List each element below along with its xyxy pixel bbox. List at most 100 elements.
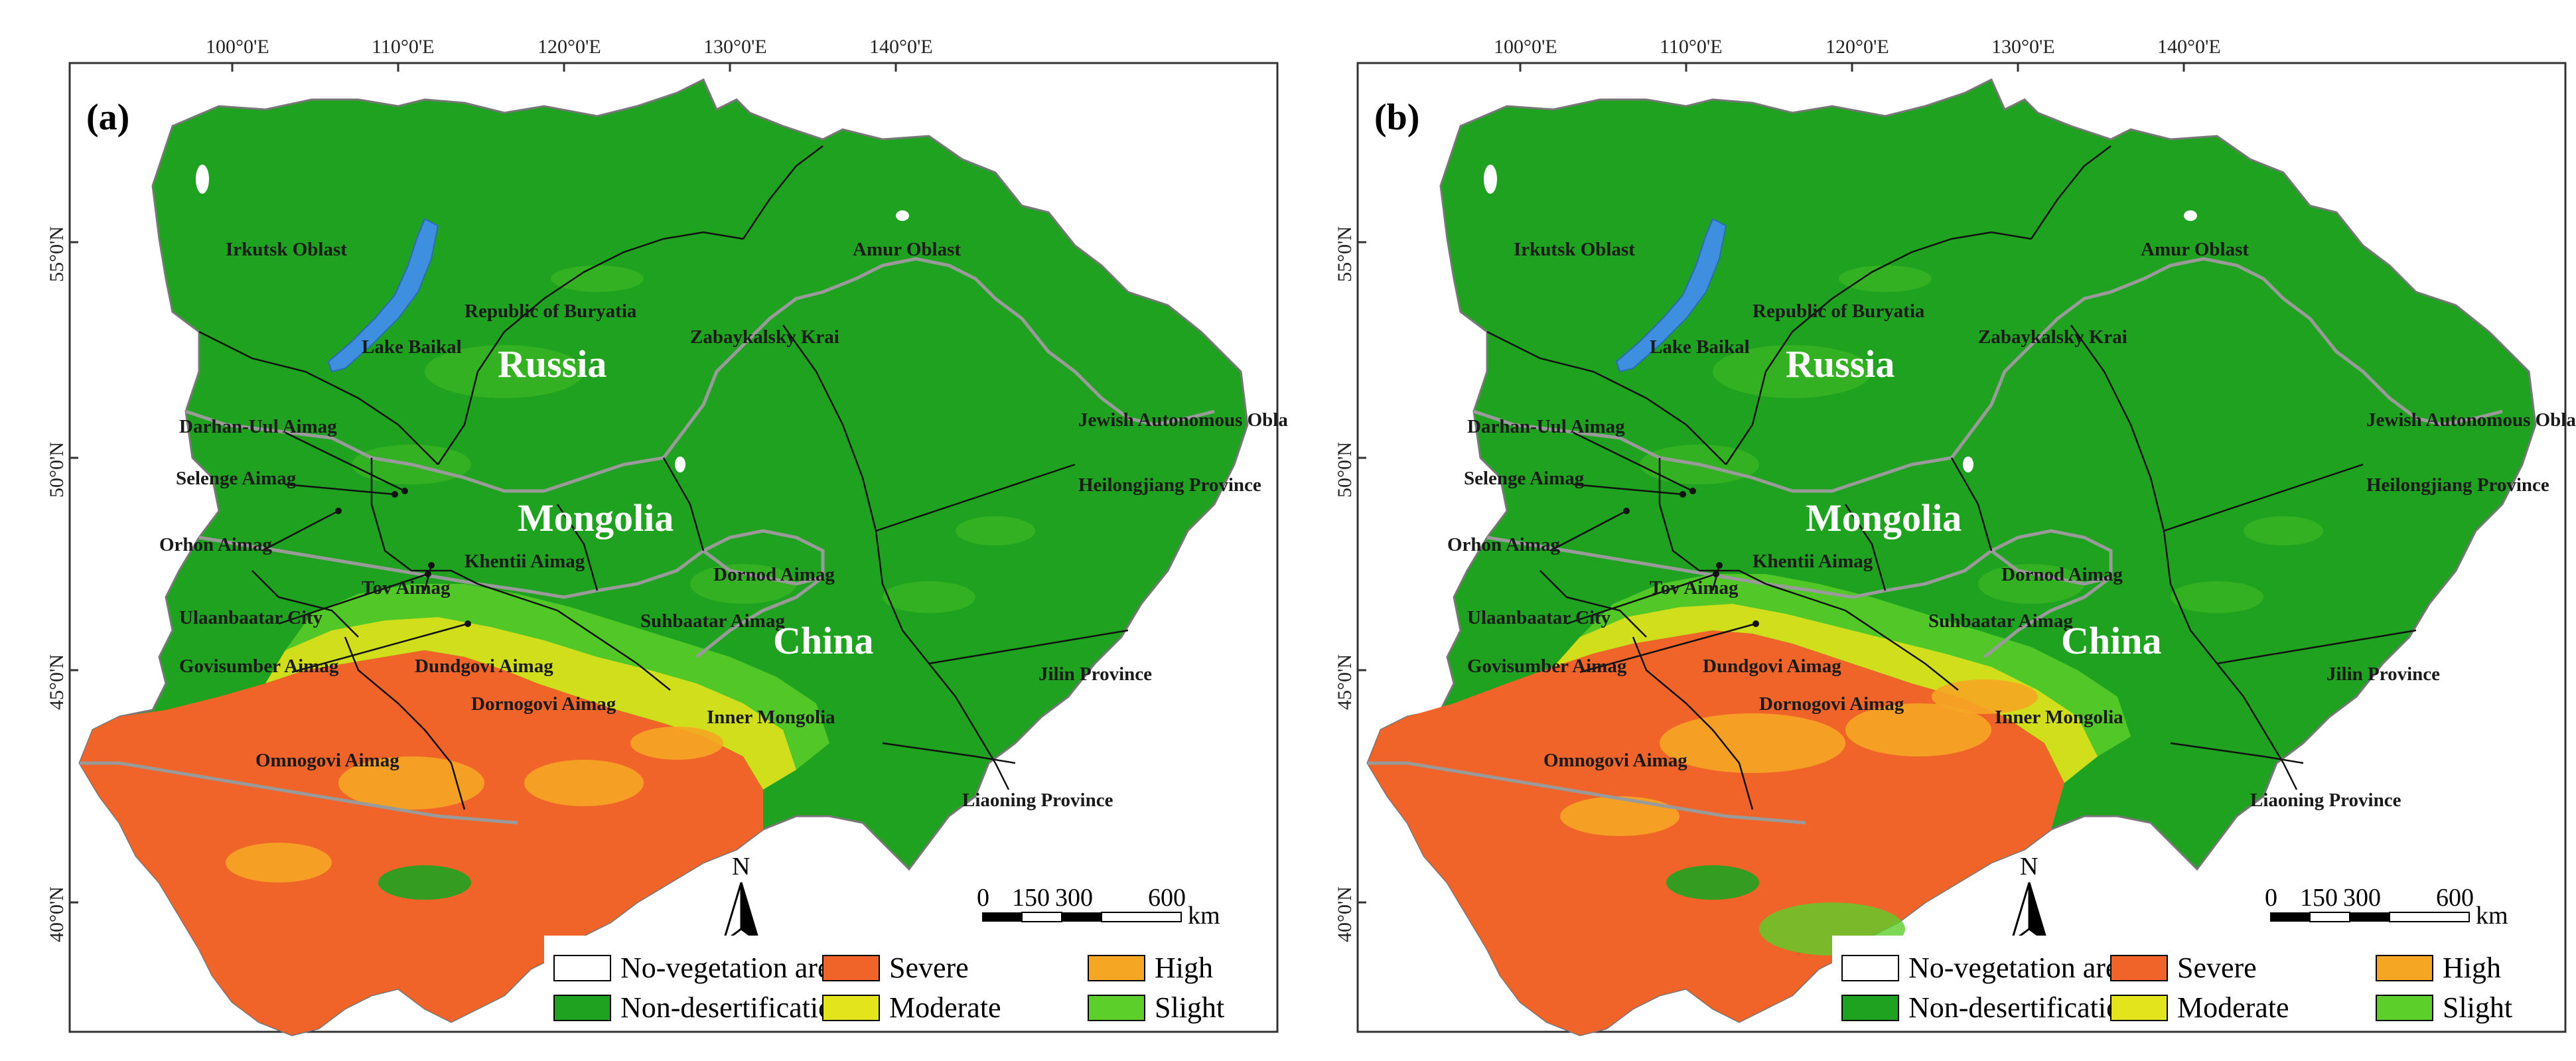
- province-border: [411, 569, 558, 612]
- national-border: [80, 761, 518, 825]
- province-border: [1725, 231, 2032, 465]
- svg-text:N: N: [2020, 853, 2038, 881]
- no-vegetation-area-patch: [675, 457, 685, 472]
- longitude-tick-label: 140°0'E: [869, 36, 933, 58]
- map-svg: 100°0'E 110°0'E 120°0'E 130°0'E 140°0'E 55°0'…: [46, 36, 1302, 1036]
- legend-swatch: [553, 955, 611, 981]
- vegetation-patch: [378, 865, 471, 900]
- province-border: [1539, 570, 1647, 638]
- province-border: [2163, 463, 2364, 532]
- place-label-govisumber: Govisumber Aimag: [1467, 656, 1627, 677]
- place-label-zabaykalsky: Zabaykalsky Krai: [690, 326, 839, 348]
- legend-swatch: [1841, 995, 1899, 1021]
- severe-desertification-region: [80, 650, 763, 1035]
- latitude-tick-label: 45°0'N: [46, 654, 68, 710]
- place-label-mongolia: Mongolia: [1806, 496, 1962, 539]
- province-border: [1486, 330, 1727, 465]
- high-desertification-patch: [524, 760, 644, 806]
- north-arrow-icon: N: [721, 853, 761, 945]
- place-label-selenge: Selenge Aimag: [1464, 468, 1585, 489]
- legend-label: No-vegetation area: [620, 952, 843, 984]
- longitude-tick-label: 110°0'E: [1660, 36, 1723, 58]
- map-panel-a: 100°0'E 110°0'E 120°0'E 130°0'E 140°0'E 55°0'…: [0, 0, 1302, 1058]
- high-desertification-patch: [1660, 713, 1845, 773]
- latitude-tick-label: 50°0'N: [1334, 442, 1356, 498]
- leader-line: [261, 510, 339, 552]
- legend-swatch: [2110, 955, 2168, 981]
- high-desertification-patch: [1845, 703, 1991, 756]
- place-label-ulaanbaatar: Ulaanbaatar City: [1467, 607, 1611, 628]
- no-vegetation-area-patch: [196, 165, 209, 194]
- legend: No-vegetation area Severe High Non-desertif…: [544, 936, 1267, 1028]
- province-border: [556, 504, 599, 591]
- place-label-inner-mongolia: Inner Mongolia: [1995, 707, 2123, 728]
- scale-tick-label: 600: [2436, 884, 2474, 912]
- place-label-jilin: Jilin Province: [2326, 664, 2440, 685]
- scale-tick-label: 300: [1055, 884, 1093, 912]
- province-border: [1658, 458, 1700, 571]
- legend-label: Non-desertification: [620, 991, 847, 1024]
- leader-line: [1573, 431, 1693, 492]
- latitude-tick-label: 55°0'N: [1334, 226, 1356, 282]
- place-label-suhbaatar: Suhbaatar Aimag: [1928, 610, 2073, 632]
- province-border: [1845, 609, 1959, 691]
- place-label-heilongjiang: Heilongjiang Province: [2366, 474, 2549, 496]
- national-border: [1368, 761, 1806, 825]
- national-border: [702, 549, 823, 586]
- lake-baikal-shape: [1615, 218, 1727, 373]
- leader-line: [1579, 622, 1756, 673]
- place-label-buryatia: Republic of Buryatia: [465, 301, 637, 322]
- legend-label: Slight: [2443, 991, 2512, 1024]
- place-label-irkutsk: Irkutsk Oblast: [1514, 239, 1635, 260]
- legend: No-vegetation area Severe High Non-desertif…: [1832, 936, 2555, 1028]
- place-label-buryatia: Republic of Buryatia: [1753, 301, 1925, 322]
- panel-label: (a): [86, 97, 129, 138]
- place-label-liaoning: Liaoning Province: [2250, 790, 2401, 811]
- scale-unit-label: km: [2476, 902, 2508, 930]
- scale-tick-label: 150: [2300, 884, 2338, 912]
- leader-line: [1549, 510, 1627, 552]
- leader-line: [1566, 573, 1717, 625]
- legend-swatch: [553, 995, 611, 1021]
- place-label-selenge: Selenge Aimag: [176, 468, 297, 489]
- province-border: [742, 145, 823, 240]
- place-label-russia: Russia: [498, 342, 607, 386]
- leader-line: [1573, 483, 1683, 496]
- place-label-heilongjiang: Heilongjiang Province: [1078, 474, 1261, 496]
- province-border: [662, 457, 705, 551]
- map-panel-b: 100°0'E 110°0'E 120°0'E 130°0'E 140°0'E 55°0'…: [1288, 0, 2576, 1058]
- place-label-amur: Amur Oblast: [2141, 239, 2249, 260]
- place-label-dornogovi: Dornogovi Aimag: [471, 693, 616, 715]
- scale-unit-label: km: [1188, 902, 1220, 930]
- longitude-tick-label: 100°0'E: [206, 36, 269, 58]
- latitude-tick-label: 50°0'N: [46, 442, 68, 498]
- province-border: [2070, 324, 2298, 790]
- legend-label: High: [1155, 952, 1213, 984]
- place-label-mongolia: Mongolia: [518, 496, 674, 539]
- place-label-tov: Tov Aimag: [362, 577, 451, 599]
- legend-label: Moderate: [889, 991, 1001, 1024]
- longitude-tick-label: 110°0'E: [372, 36, 435, 58]
- national-border: [198, 529, 825, 658]
- longitude-tick-label: 130°0'E: [1991, 36, 2055, 58]
- province-border: [344, 636, 466, 810]
- high-desertification-patch: [338, 756, 484, 810]
- no-vegetation-area-patch: [1484, 165, 1497, 194]
- slight-desertification-region: [1580, 574, 2131, 756]
- scale-tick-label: 0: [2265, 884, 2277, 912]
- moderate-desertification-region: [265, 617, 796, 790]
- place-label-govisumber: Govisumber Aimag: [179, 656, 339, 677]
- place-label-zabaykalsky: Zabaykalsky Krai: [1978, 326, 2127, 348]
- panel-label: (b): [1374, 97, 1419, 138]
- place-label-omnogovi: Omnogovi Aimag: [1543, 750, 1687, 771]
- legend-swatch: [822, 955, 880, 981]
- place-label-inner-mongolia: Inner Mongolia: [707, 707, 835, 728]
- national-border: [1486, 529, 2113, 658]
- latitude-tick-label: 40°0'N: [46, 886, 68, 942]
- legend-swatch: [2376, 995, 2433, 1021]
- legend-swatch: [2376, 955, 2433, 981]
- legend-label: Severe: [889, 952, 969, 984]
- place-label-orhon: Orhon Aimag: [159, 534, 272, 555]
- place-label-jilin: Jilin Province: [1038, 664, 1152, 685]
